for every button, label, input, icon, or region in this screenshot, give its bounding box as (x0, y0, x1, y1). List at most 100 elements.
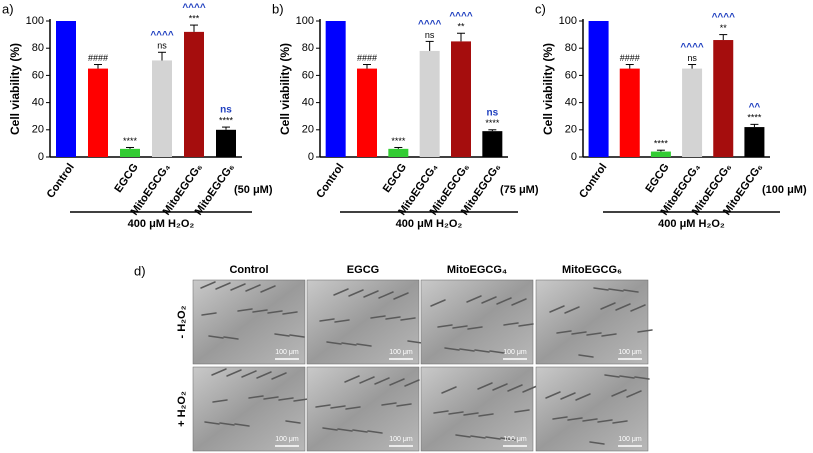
cell-shape (612, 420, 628, 424)
cell-shape (586, 332, 602, 336)
scale-bar-label: 100 μm (618, 436, 642, 443)
cell-shape (341, 342, 357, 346)
cell-shape (611, 389, 627, 397)
y-tick-label: 100 (559, 15, 577, 27)
significance: *** (189, 13, 200, 23)
cell-shape (582, 418, 598, 422)
bar (56, 21, 76, 157)
cell-shape (404, 379, 420, 387)
comparison: ^^^^ (712, 12, 736, 23)
treatment: 400 μM H₂O₂ (658, 218, 725, 230)
y-tick-label: 60 (302, 69, 314, 81)
concentration: (75 μM) (500, 184, 539, 196)
cell-shape (593, 287, 609, 291)
cell-shape (367, 430, 383, 434)
comparison: ^^^^ (418, 19, 442, 30)
bar (650, 151, 671, 157)
comparison: ns (486, 107, 498, 118)
scale-bar-label: 100 μm (503, 436, 527, 443)
row-label: - H₂O₂ (176, 305, 188, 338)
cell-shape (496, 297, 512, 305)
row-label: + H₂O₂ (176, 391, 188, 427)
y-tick-label: 20 (32, 124, 44, 136)
cell-shape (448, 411, 464, 415)
cell-shape (374, 377, 390, 385)
y-axis-label: Cell viability (%) (8, 43, 22, 135)
cell-shape (356, 343, 372, 347)
cell-shape (589, 441, 605, 445)
cell-shape (552, 416, 568, 420)
cell-shape (252, 309, 268, 313)
scale-bar-label: 100 μm (389, 436, 413, 443)
cell-shape (201, 312, 217, 316)
cell-shape (226, 369, 242, 377)
cell-shape (489, 350, 505, 354)
micrograph (306, 279, 420, 365)
cell-shape (237, 308, 253, 312)
y-tick-label: 0 (308, 151, 314, 163)
comparison: ^^^^ (182, 3, 206, 14)
cell-shape (211, 368, 227, 376)
cell-shape (619, 375, 635, 379)
cell-shape (204, 421, 220, 425)
cell-shape (345, 406, 361, 410)
cell-shape (556, 330, 572, 334)
cell-shape (256, 371, 272, 379)
bar (682, 68, 703, 157)
bar (152, 60, 172, 157)
cell-shape (637, 329, 653, 333)
cell-shape (430, 299, 446, 307)
cell-shape (466, 295, 482, 303)
cell-shape (433, 410, 449, 414)
significance: ns (687, 53, 697, 63)
cell-shape (293, 398, 309, 402)
cell-shape (564, 306, 580, 314)
y-tick-label: 100 (296, 15, 314, 27)
cell-shape (241, 370, 257, 378)
significance: ** (720, 23, 728, 33)
cell-shape (352, 429, 368, 433)
cell-shape (518, 323, 534, 327)
y-tick-label: 100 (26, 15, 44, 27)
cell-shape (481, 296, 497, 304)
cell-shape (389, 378, 405, 386)
cell-shape (282, 311, 298, 315)
bar (357, 68, 377, 157)
cell-shape (459, 348, 475, 352)
cell-shape (260, 285, 276, 293)
bar (588, 21, 609, 157)
cell-shape (507, 384, 523, 392)
cell-shape (223, 336, 239, 340)
cell-shape (444, 347, 460, 351)
cell-shape (478, 413, 494, 417)
y-axis-label: Cell viability (%) (541, 43, 555, 135)
y-tick-label: 40 (565, 97, 577, 109)
y-tick-label: 0 (38, 151, 44, 163)
cell-shape (381, 402, 397, 406)
cell-shape (200, 281, 216, 289)
bar (88, 68, 108, 157)
cell-shape (385, 316, 401, 320)
y-tick-label: 80 (302, 42, 314, 54)
significance: **** (747, 113, 762, 123)
column-header: MitoEGCG₄ (447, 264, 507, 276)
cell-shape (549, 305, 565, 313)
cell-shape (477, 382, 493, 390)
significance: ns (425, 30, 435, 40)
panel-label: c) (535, 1, 546, 16)
significance: ns (157, 41, 167, 51)
significance: #### (620, 53, 640, 63)
cell-shape (267, 310, 283, 314)
scale-bar-label: 100 μm (275, 349, 299, 356)
cell-shape (567, 417, 583, 421)
cell-shape (514, 409, 530, 413)
y-tick-label: 60 (32, 69, 44, 81)
cell-shape (500, 437, 516, 441)
cell-shape (441, 386, 457, 394)
significance: #### (357, 53, 377, 63)
cell-shape (333, 288, 349, 296)
comparison: ^^^^ (449, 11, 473, 22)
cell-shape (571, 331, 587, 335)
cell-shape (326, 341, 342, 345)
